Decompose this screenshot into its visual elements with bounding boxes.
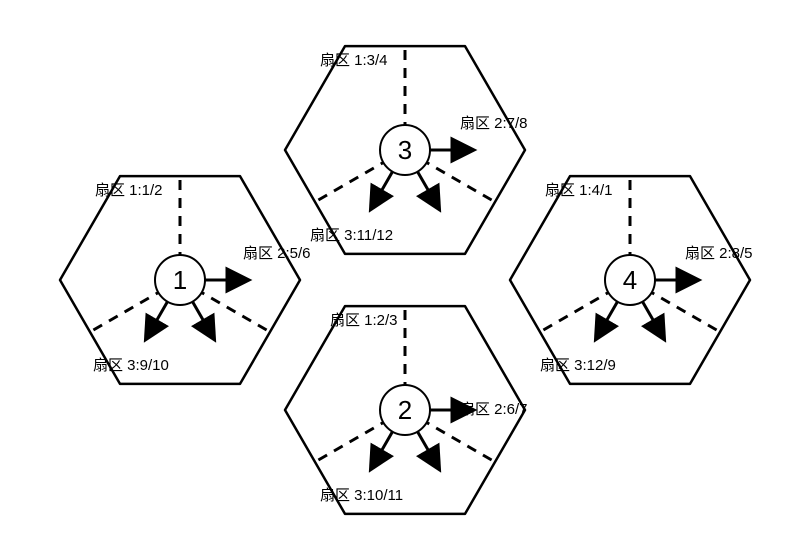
sector-label: 扇区 2:7/8 (460, 115, 528, 132)
sector-arrow (597, 302, 618, 338)
sector-label: 扇区 1:1/2 (95, 182, 163, 199)
cell-number: 3 (398, 135, 412, 165)
sector-label: 扇区 3:9/10 (93, 357, 169, 374)
sector-arrow (418, 172, 439, 208)
sector-label: 扇区 1:4/1 (545, 182, 613, 199)
sector-label: 扇区 3:11/12 (310, 227, 393, 244)
sector-label: 扇区 2:8/5 (685, 245, 753, 262)
cell-diagram: 1 扇区 1:1/2 扇区 2:5/6 扇区 3:9/10 2 扇区 1:2/3 扇区 2:… (0, 0, 800, 557)
sector-arrow (418, 432, 439, 468)
sector-arrow (643, 302, 664, 338)
sector-arrow (372, 432, 393, 468)
sector-label: 扇区 3:10/11 (320, 487, 403, 504)
sector-arrow (372, 172, 393, 208)
sector-arrow (147, 302, 168, 338)
sector-label: 扇区 1:2/3 (330, 312, 398, 329)
cell-number: 2 (398, 395, 412, 425)
cell-number: 4 (623, 265, 637, 295)
cell-number: 1 (173, 265, 187, 295)
sector-arrow (193, 302, 214, 338)
sector-label: 扇区 1:3/4 (320, 52, 388, 69)
sector-label: 扇区 2:6/7 (460, 401, 528, 418)
sector-label: 扇区 2:5/6 (243, 245, 311, 262)
sector-label: 扇区 3:12/9 (540, 357, 616, 374)
